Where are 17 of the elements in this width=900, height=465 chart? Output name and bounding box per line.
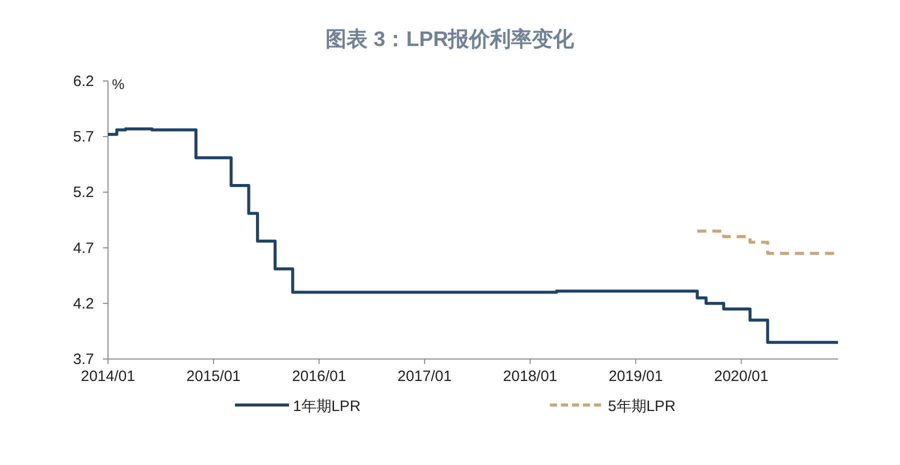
y-tick-label: 4.2: [73, 295, 94, 312]
chart-title: 图表 3：LPR报价利率变化: [326, 27, 576, 51]
x-tick-label: 2014/01: [80, 368, 136, 385]
x-tick-label: 2019/01: [608, 368, 663, 385]
y-tick-label: 5.7: [73, 128, 94, 146]
x-tick-label: 2015/01: [186, 368, 241, 385]
y-axis-title: %: [112, 76, 124, 92]
x-tick-label: 2016/01: [292, 368, 346, 385]
x-tick-label: 2018/01: [503, 368, 558, 385]
y-tick-label: 4.7: [73, 240, 94, 257]
x-tick-label: 2017/01: [398, 368, 452, 385]
y-tick-label: 6.2: [73, 73, 94, 90]
legend-label: 1年期LPR: [293, 398, 361, 415]
x-tick-label: 2020/01: [714, 368, 768, 385]
y-tick-label: 3.7: [73, 351, 94, 368]
y-tick-label: 5.2: [73, 184, 94, 202]
legend-label: 5年期LPR: [608, 398, 676, 415]
